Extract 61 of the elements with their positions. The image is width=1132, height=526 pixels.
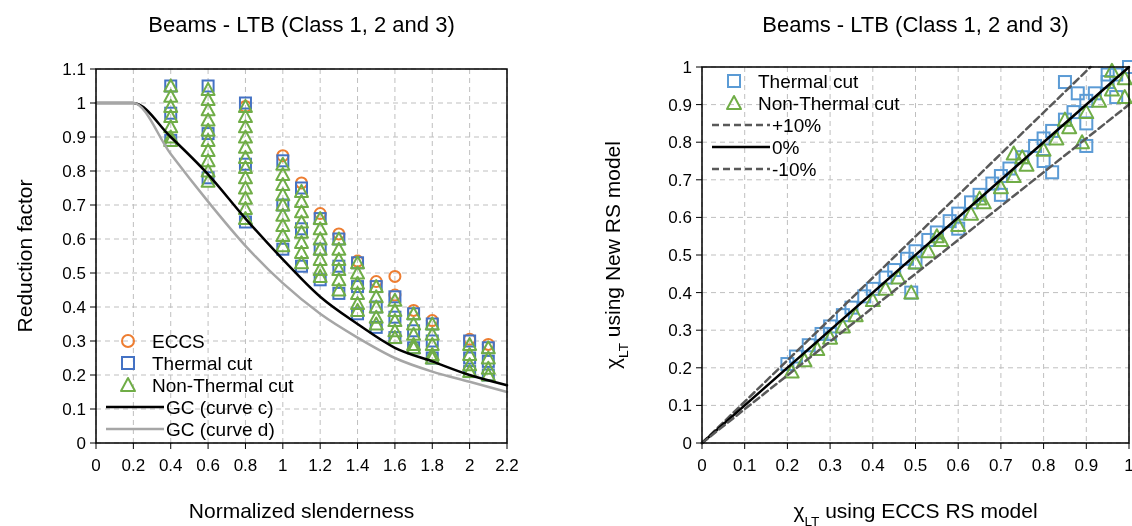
y-tick-label: 0.9 [668,95,692,115]
y-tick-label: 0 [76,434,86,453]
x-tick-label: 0.6 [946,456,971,475]
legend-label: Thermal cut [758,71,860,92]
legend-label: 0% [772,137,800,158]
x-tick-label: 0.9 [1074,456,1099,475]
x-tick-label: 2 [464,456,475,475]
y-tick-label: 1 [682,58,692,77]
y-tick-label: 1.1 [62,60,86,79]
legend-label: +10% [772,115,822,136]
x-axis-title: Normalized slenderness [188,499,415,522]
legend-label: GC (curve d) [166,419,275,440]
x-tick-label: 0.6 [196,456,220,475]
x-tick-label: 0.7 [989,456,1013,475]
chart-title: Beams - LTB (Class 1, 2 and 3) [148,12,455,37]
y-tick-label: 0.2 [62,366,86,385]
x-axis-title: χ$_{LT}$ using ECCS RS model [793,499,1038,526]
y-tick-label: 0.6 [668,208,692,228]
y-tick-label: 0.9 [62,128,86,147]
legend-label: Non-Thermal cut [152,375,295,396]
x-tick-label: 0.2 [121,456,146,475]
x-tick-label: 0.8 [1031,456,1056,475]
y-tick-label: 0.1 [668,396,692,416]
y-tick-label: 0.4 [62,298,86,317]
x-tick-label: 2.2 [495,456,519,475]
chart-title: Beams - LTB (Class 1, 2 and 3) [762,12,1069,37]
x-tick-label: 0.5 [903,456,928,475]
y-tick-label: 0.8 [62,162,86,181]
x-tick-label: 1.2 [308,456,332,475]
x-tick-label: 0.8 [233,456,258,475]
legend-label: Non-Thermal cut [758,93,901,114]
x-tick-label: 0.4 [158,456,183,475]
y-tick-label: 0.3 [668,321,692,341]
legend-label: -10% [772,159,817,180]
y-tick-label: 0.7 [62,196,86,215]
y-tick-label: 0.5 [668,246,692,265]
y-axis-title: Reduction factor [13,179,36,333]
y-tick-label: 0.8 [668,133,692,153]
x-tick-label: 0.4 [860,456,885,475]
legend-label: Thermal cut [152,353,254,374]
x-tick-label: 0.2 [775,456,800,475]
x-tick-label: 1.6 [383,456,407,475]
x-tick-label: 0 [697,456,707,475]
x-tick-label: 1 [278,456,288,475]
y-tick-label: 0.4 [668,283,692,303]
x-tick-label: 1.8 [420,456,445,475]
x-tick-label: 1 [1124,456,1132,475]
y-tick-label: 0.5 [62,264,86,283]
y-tick-label: 0.7 [668,170,692,190]
legend-label: GC (curve c) [166,397,274,418]
y-tick-label: 0.1 [62,400,86,419]
legend-label: ECCS [152,331,205,352]
y-tick-label: 0.6 [62,230,86,249]
y-tick-label: 1 [76,94,86,113]
x-tick-label: 0.3 [818,456,842,475]
y-tick-label: 0 [682,434,692,453]
x-tick-label: 0 [91,456,101,475]
y-tick-label: 0.3 [62,332,86,351]
y-tick-label: 0.2 [668,358,692,378]
x-tick-label: 0.1 [732,456,757,475]
x-tick-label: 1.4 [345,456,370,475]
